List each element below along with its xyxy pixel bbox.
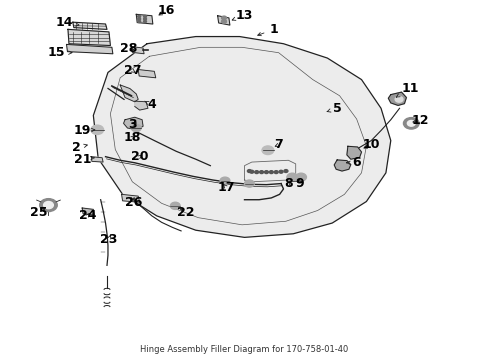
Text: 13: 13 bbox=[232, 9, 253, 22]
Text: 8: 8 bbox=[284, 177, 292, 190]
Circle shape bbox=[295, 173, 306, 181]
Polygon shape bbox=[387, 92, 406, 105]
Text: 15: 15 bbox=[48, 46, 72, 59]
Polygon shape bbox=[131, 46, 144, 54]
Text: 17: 17 bbox=[217, 181, 234, 194]
Text: 14: 14 bbox=[55, 16, 79, 29]
Circle shape bbox=[284, 170, 287, 172]
Circle shape bbox=[221, 20, 226, 23]
Polygon shape bbox=[123, 117, 143, 130]
Text: Hinge Assembly Filler Diagram for 170-758-01-40: Hinge Assembly Filler Diagram for 170-75… bbox=[140, 345, 348, 354]
Circle shape bbox=[407, 121, 414, 126]
Text: 20: 20 bbox=[131, 150, 148, 163]
Polygon shape bbox=[73, 22, 107, 30]
Circle shape bbox=[247, 170, 251, 172]
Polygon shape bbox=[68, 30, 110, 45]
Circle shape bbox=[394, 96, 402, 102]
Polygon shape bbox=[122, 194, 140, 202]
Circle shape bbox=[138, 15, 141, 18]
Polygon shape bbox=[138, 69, 156, 78]
Circle shape bbox=[274, 171, 278, 174]
Circle shape bbox=[269, 171, 273, 174]
Circle shape bbox=[403, 118, 418, 129]
Text: 9: 9 bbox=[295, 177, 303, 190]
Polygon shape bbox=[136, 14, 153, 24]
Text: 5: 5 bbox=[326, 102, 341, 115]
Text: 19: 19 bbox=[74, 124, 95, 137]
Polygon shape bbox=[91, 157, 103, 162]
Polygon shape bbox=[135, 101, 148, 110]
Text: 3: 3 bbox=[128, 118, 136, 131]
Polygon shape bbox=[333, 160, 350, 171]
Circle shape bbox=[138, 21, 141, 23]
Text: 28: 28 bbox=[120, 41, 137, 54]
Circle shape bbox=[244, 180, 254, 187]
Text: 16: 16 bbox=[158, 4, 175, 17]
Circle shape bbox=[249, 170, 253, 173]
Polygon shape bbox=[93, 37, 390, 237]
Text: 25: 25 bbox=[30, 207, 47, 220]
Circle shape bbox=[221, 16, 226, 20]
Text: 22: 22 bbox=[177, 206, 194, 219]
Text: 2: 2 bbox=[72, 141, 87, 154]
Text: 1: 1 bbox=[257, 23, 278, 36]
Circle shape bbox=[143, 21, 146, 23]
Circle shape bbox=[259, 171, 263, 174]
Text: 18: 18 bbox=[123, 131, 141, 144]
Text: 10: 10 bbox=[362, 138, 379, 151]
Circle shape bbox=[131, 125, 141, 132]
Polygon shape bbox=[346, 146, 361, 159]
Circle shape bbox=[91, 125, 103, 134]
Text: 21: 21 bbox=[74, 153, 94, 166]
Text: 4: 4 bbox=[144, 98, 156, 111]
Text: 27: 27 bbox=[123, 64, 141, 77]
Text: 23: 23 bbox=[100, 233, 118, 246]
Circle shape bbox=[254, 171, 258, 174]
Circle shape bbox=[43, 202, 53, 209]
Circle shape bbox=[143, 15, 146, 18]
Polygon shape bbox=[66, 44, 113, 54]
Text: 7: 7 bbox=[274, 138, 283, 151]
Polygon shape bbox=[120, 85, 138, 102]
Text: 11: 11 bbox=[395, 82, 418, 97]
Circle shape bbox=[286, 173, 297, 181]
Polygon shape bbox=[82, 208, 94, 215]
Circle shape bbox=[170, 202, 180, 210]
Circle shape bbox=[40, 199, 57, 212]
Circle shape bbox=[143, 18, 146, 20]
Circle shape bbox=[220, 177, 229, 184]
Polygon shape bbox=[217, 16, 229, 25]
Text: 24: 24 bbox=[79, 210, 96, 222]
Text: 6: 6 bbox=[346, 156, 360, 169]
Circle shape bbox=[264, 171, 268, 174]
Circle shape bbox=[138, 18, 141, 20]
Text: 26: 26 bbox=[124, 196, 142, 209]
Text: 12: 12 bbox=[410, 114, 428, 127]
Circle shape bbox=[279, 170, 283, 173]
Circle shape bbox=[262, 146, 273, 154]
